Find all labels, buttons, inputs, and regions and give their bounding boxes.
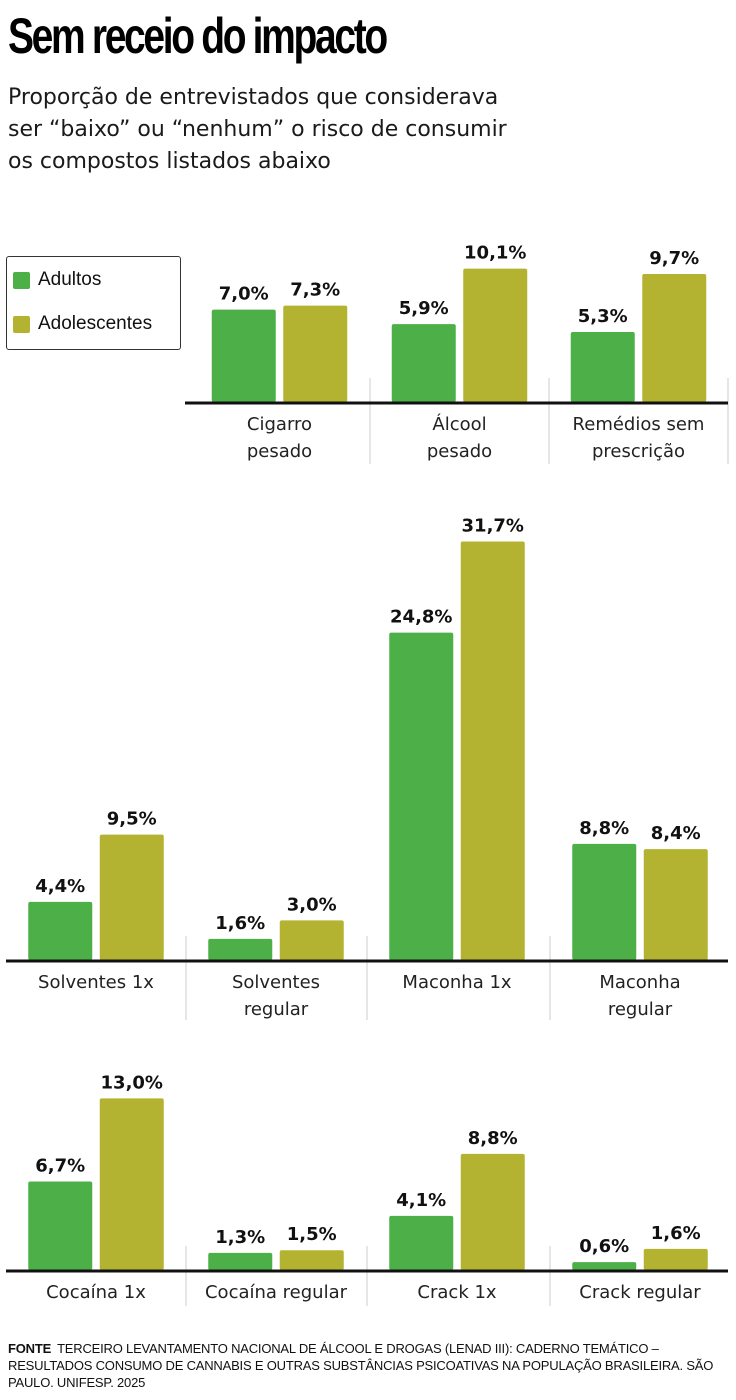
- chart-subtitle: Proporção de entrevistados que considera…: [8, 82, 608, 178]
- bar-adolescentes: [99, 834, 164, 960]
- data-label: 1,6%: [651, 1223, 701, 1244]
- bar-chart: 7,0% 7,3% Cigarro pesado 5,9% 10,1% Álcool pesa…: [6, 243, 729, 1306]
- legend-swatch-adultos: [13, 271, 30, 289]
- data-label: 1,6%: [215, 913, 265, 934]
- bar-adolescentes: [642, 273, 707, 402]
- category-label: prescrição: [592, 441, 685, 462]
- bar-group: 8,8% 8,4% Maconha regular: [572, 818, 708, 1020]
- bar-group: 1,3% 1,5% Cocaína regular: [205, 1224, 348, 1303]
- category-label: pesado: [427, 441, 492, 462]
- bar-adolescentes: [279, 920, 344, 960]
- category-label: Crack regular: [579, 1282, 701, 1303]
- bar-adolescentes: [643, 849, 708, 960]
- data-label: 9,7%: [649, 248, 699, 269]
- legend-swatch-adolescentes: [13, 315, 30, 333]
- data-label: 13,0%: [101, 1072, 163, 1093]
- data-label: 6,7%: [35, 1156, 85, 1177]
- legend-label: Adultos: [38, 269, 102, 290]
- chart-panel: 6,7% 13,0% Cocaína 1x 1,3% 1,5% Cocaína regul…: [6, 1072, 728, 1306]
- chart-panel: 4,4% 9,5% Solventes 1x 1,6% 3,0% Solventes reg…: [6, 516, 728, 1020]
- category-label: Álcool: [432, 413, 486, 435]
- bar-adultos: [572, 843, 637, 960]
- source-note: FONTE TERCEIRO LEVANTAMENTO NACIONAL DE Á…: [8, 1340, 728, 1391]
- bar-adultos: [389, 632, 454, 960]
- bar-group: 0,6% 1,6% Crack regular: [572, 1223, 708, 1303]
- bar-group: 24,8% 31,7% Maconha 1x: [389, 516, 525, 993]
- data-label: 1,3%: [215, 1227, 265, 1248]
- bar-group: 5,3% 9,7% Remédios sem prescrição: [570, 248, 707, 462]
- bar-adultos: [391, 324, 456, 402]
- category-label: Solventes 1x: [38, 972, 154, 993]
- data-label: 24,8%: [390, 607, 452, 628]
- bar-adolescentes: [463, 268, 528, 402]
- subtitle-line: ser “baixo” ou “nenhum” o risco de consu…: [8, 117, 507, 142]
- source-label: FONTE: [8, 1341, 52, 1356]
- bar-adultos: [389, 1215, 454, 1270]
- bar-adolescentes: [460, 1153, 525, 1270]
- legend-item-adolescentes: Adolescentes: [13, 313, 152, 335]
- data-label: 10,1%: [464, 243, 526, 264]
- category-label: Cocaína 1x: [46, 1282, 146, 1303]
- legend-label: Adolescentes: [38, 313, 153, 334]
- bar-group: 4,1% 8,8% Crack 1x: [389, 1128, 525, 1303]
- subtitle-line: Proporção de entrevistados que considera…: [8, 85, 499, 110]
- category-label: Crack 1x: [417, 1282, 496, 1303]
- bar-adolescentes: [279, 1250, 344, 1270]
- data-label: 8,8%: [579, 818, 629, 839]
- data-label: 8,8%: [468, 1128, 518, 1149]
- bar-adultos: [572, 1262, 637, 1270]
- data-label: 1,5%: [287, 1224, 337, 1245]
- bar-group: 4,4% 9,5% Solventes 1x: [28, 809, 164, 993]
- data-label: 4,4%: [35, 876, 85, 897]
- data-label: 8,4%: [651, 823, 701, 844]
- data-label: 7,0%: [219, 284, 269, 305]
- data-label: 0,6%: [579, 1236, 629, 1257]
- category-label: regular: [608, 999, 673, 1020]
- data-label: 5,9%: [399, 298, 449, 319]
- category-label: pesado: [247, 441, 312, 462]
- source-text: TERCEIRO LEVANTAMENTO NACIONAL DE ÁLCOOL…: [8, 1341, 714, 1390]
- legend-item-adultos: Adultos: [13, 269, 101, 291]
- bar-group: 6,7% 13,0% Cocaína 1x: [28, 1072, 164, 1303]
- chart-title: Sem receio do impacto: [8, 8, 388, 64]
- data-label: 31,7%: [462, 516, 524, 537]
- bar-group: 1,6% 3,0% Solventes regular: [208, 894, 344, 1020]
- data-label: 3,0%: [287, 894, 337, 915]
- bar-group: 7,0% 7,3% Cigarro pesado: [211, 280, 348, 462]
- category-label: Remédios sem: [573, 414, 705, 435]
- bar-adultos: [28, 901, 93, 960]
- category-label: Maconha 1x: [402, 972, 511, 993]
- data-label: 5,3%: [578, 306, 628, 327]
- category-label: Cocaína regular: [205, 1282, 348, 1303]
- chart-panel: 7,0% 7,3% Cigarro pesado 5,9% 10,1% Álcool pesa…: [185, 243, 729, 464]
- bar-adolescentes: [460, 541, 525, 960]
- bar-adultos: [208, 1252, 273, 1270]
- subtitle-line: os compostos listados abaixo: [8, 149, 331, 174]
- data-label: 7,3%: [290, 280, 340, 301]
- category-label: regular: [244, 999, 309, 1020]
- bar-adolescentes: [99, 1098, 164, 1270]
- bar-adolescentes: [283, 305, 348, 402]
- legend: Adultos Adolescentes: [6, 256, 181, 350]
- bar-adultos: [28, 1181, 93, 1270]
- bar-adultos: [211, 309, 276, 402]
- category-label: Maconha: [599, 972, 680, 993]
- category-label: Solventes: [232, 972, 320, 993]
- bar-adultos: [570, 332, 635, 402]
- bar-adolescentes: [643, 1248, 708, 1270]
- category-label: Cigarro: [247, 414, 312, 435]
- data-label: 9,5%: [107, 809, 157, 830]
- bar-adultos: [208, 938, 273, 960]
- data-label: 4,1%: [396, 1190, 446, 1211]
- bar-group: 5,9% 10,1% Álcool pesado: [391, 243, 528, 462]
